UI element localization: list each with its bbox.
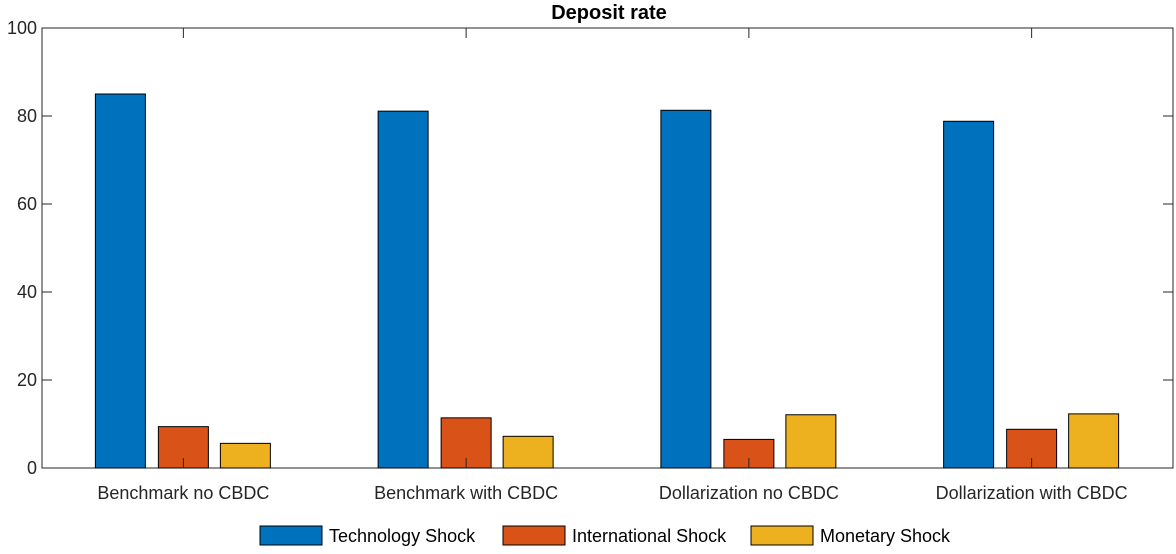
y-tick-label: 60	[17, 194, 37, 214]
bar-monetary-shock	[502, 435, 554, 469]
legend-swatch	[502, 525, 566, 546]
y-tick-label: 40	[17, 282, 37, 302]
legend: Technology Shock International Shock Monet…	[259, 525, 951, 546]
bar-monetary-shock	[1068, 413, 1120, 469]
bar-technology-shock	[94, 93, 146, 469]
y-tick-label: 80	[17, 106, 37, 126]
legend-label: International Shock	[572, 526, 727, 546]
plot-area: 0 20 40 60 80 100 Benchmark no CBDC Benchmark w…	[7, 18, 1174, 503]
chart-title: Deposit rate	[551, 2, 667, 24]
bar-technology-shock	[377, 110, 429, 469]
axes-box	[41, 27, 1174, 469]
legend-swatch	[259, 525, 323, 546]
legend-label: Technology Shock	[329, 526, 476, 546]
legend-label: Monetary Shock	[820, 526, 951, 546]
x-tick-label: Benchmark with CBDC	[374, 483, 558, 503]
bar-technology-shock	[943, 120, 995, 469]
bar-monetary-shock	[785, 414, 837, 469]
y-tick-label: 0	[27, 458, 37, 478]
y-tick-label: 100	[7, 18, 37, 38]
x-tick-label: Dollarization with CBDC	[936, 483, 1128, 503]
bar-technology-shock	[660, 109, 712, 469]
bar-monetary-shock	[219, 442, 271, 469]
x-tick-label: Dollarization no CBDC	[659, 483, 839, 503]
legend-swatch	[750, 525, 814, 546]
x-tick-label: Benchmark no CBDC	[97, 483, 269, 503]
y-tick-label: 20	[17, 370, 37, 390]
